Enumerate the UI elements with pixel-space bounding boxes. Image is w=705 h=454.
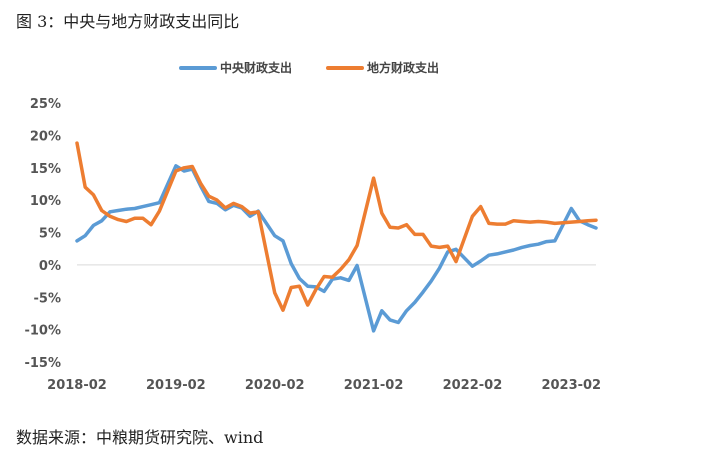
legend-label-local: 地方财政支出 [367,60,439,75]
series-line-central [75,164,598,333]
y-tick-label: -10% [24,324,61,339]
y-tick-label: -15% [24,356,61,371]
x-tick-label: 2022-02 [443,378,503,393]
x-axis: 2018-02 2019-02 2020-02 2021-02 2022-02 2023-… [47,378,601,393]
x-tick-label: 2019-02 [146,378,206,393]
y-axis: -15% -10% -5% 0% 5% 10% 15% 20% 25% [24,97,61,371]
x-tick-label: 2020-02 [245,378,305,393]
legend-label-central: 中央财政支出 [220,60,292,75]
figure-title: 图 3：中央与地方财政支出同比 [16,12,240,31]
y-tick-label: 25% [30,97,61,112]
series-lines [75,141,598,333]
x-tick-label: 2018-02 [47,378,107,393]
y-tick-label: 0% [39,259,61,274]
series-line-local [75,141,598,312]
x-tick-label: 2023-02 [541,378,601,393]
y-tick-label: 15% [30,162,61,177]
y-tick-label: 20% [30,129,61,144]
y-tick-label: 10% [30,194,61,209]
x-tick-label: 2021-02 [344,378,404,393]
y-tick-label: -5% [34,291,61,306]
y-tick-label: 5% [39,227,61,242]
figure-source: 数据来源：中粮期货研究院、wind [16,428,264,447]
legend: 中央财政支出 地方财政支出 [179,60,439,75]
